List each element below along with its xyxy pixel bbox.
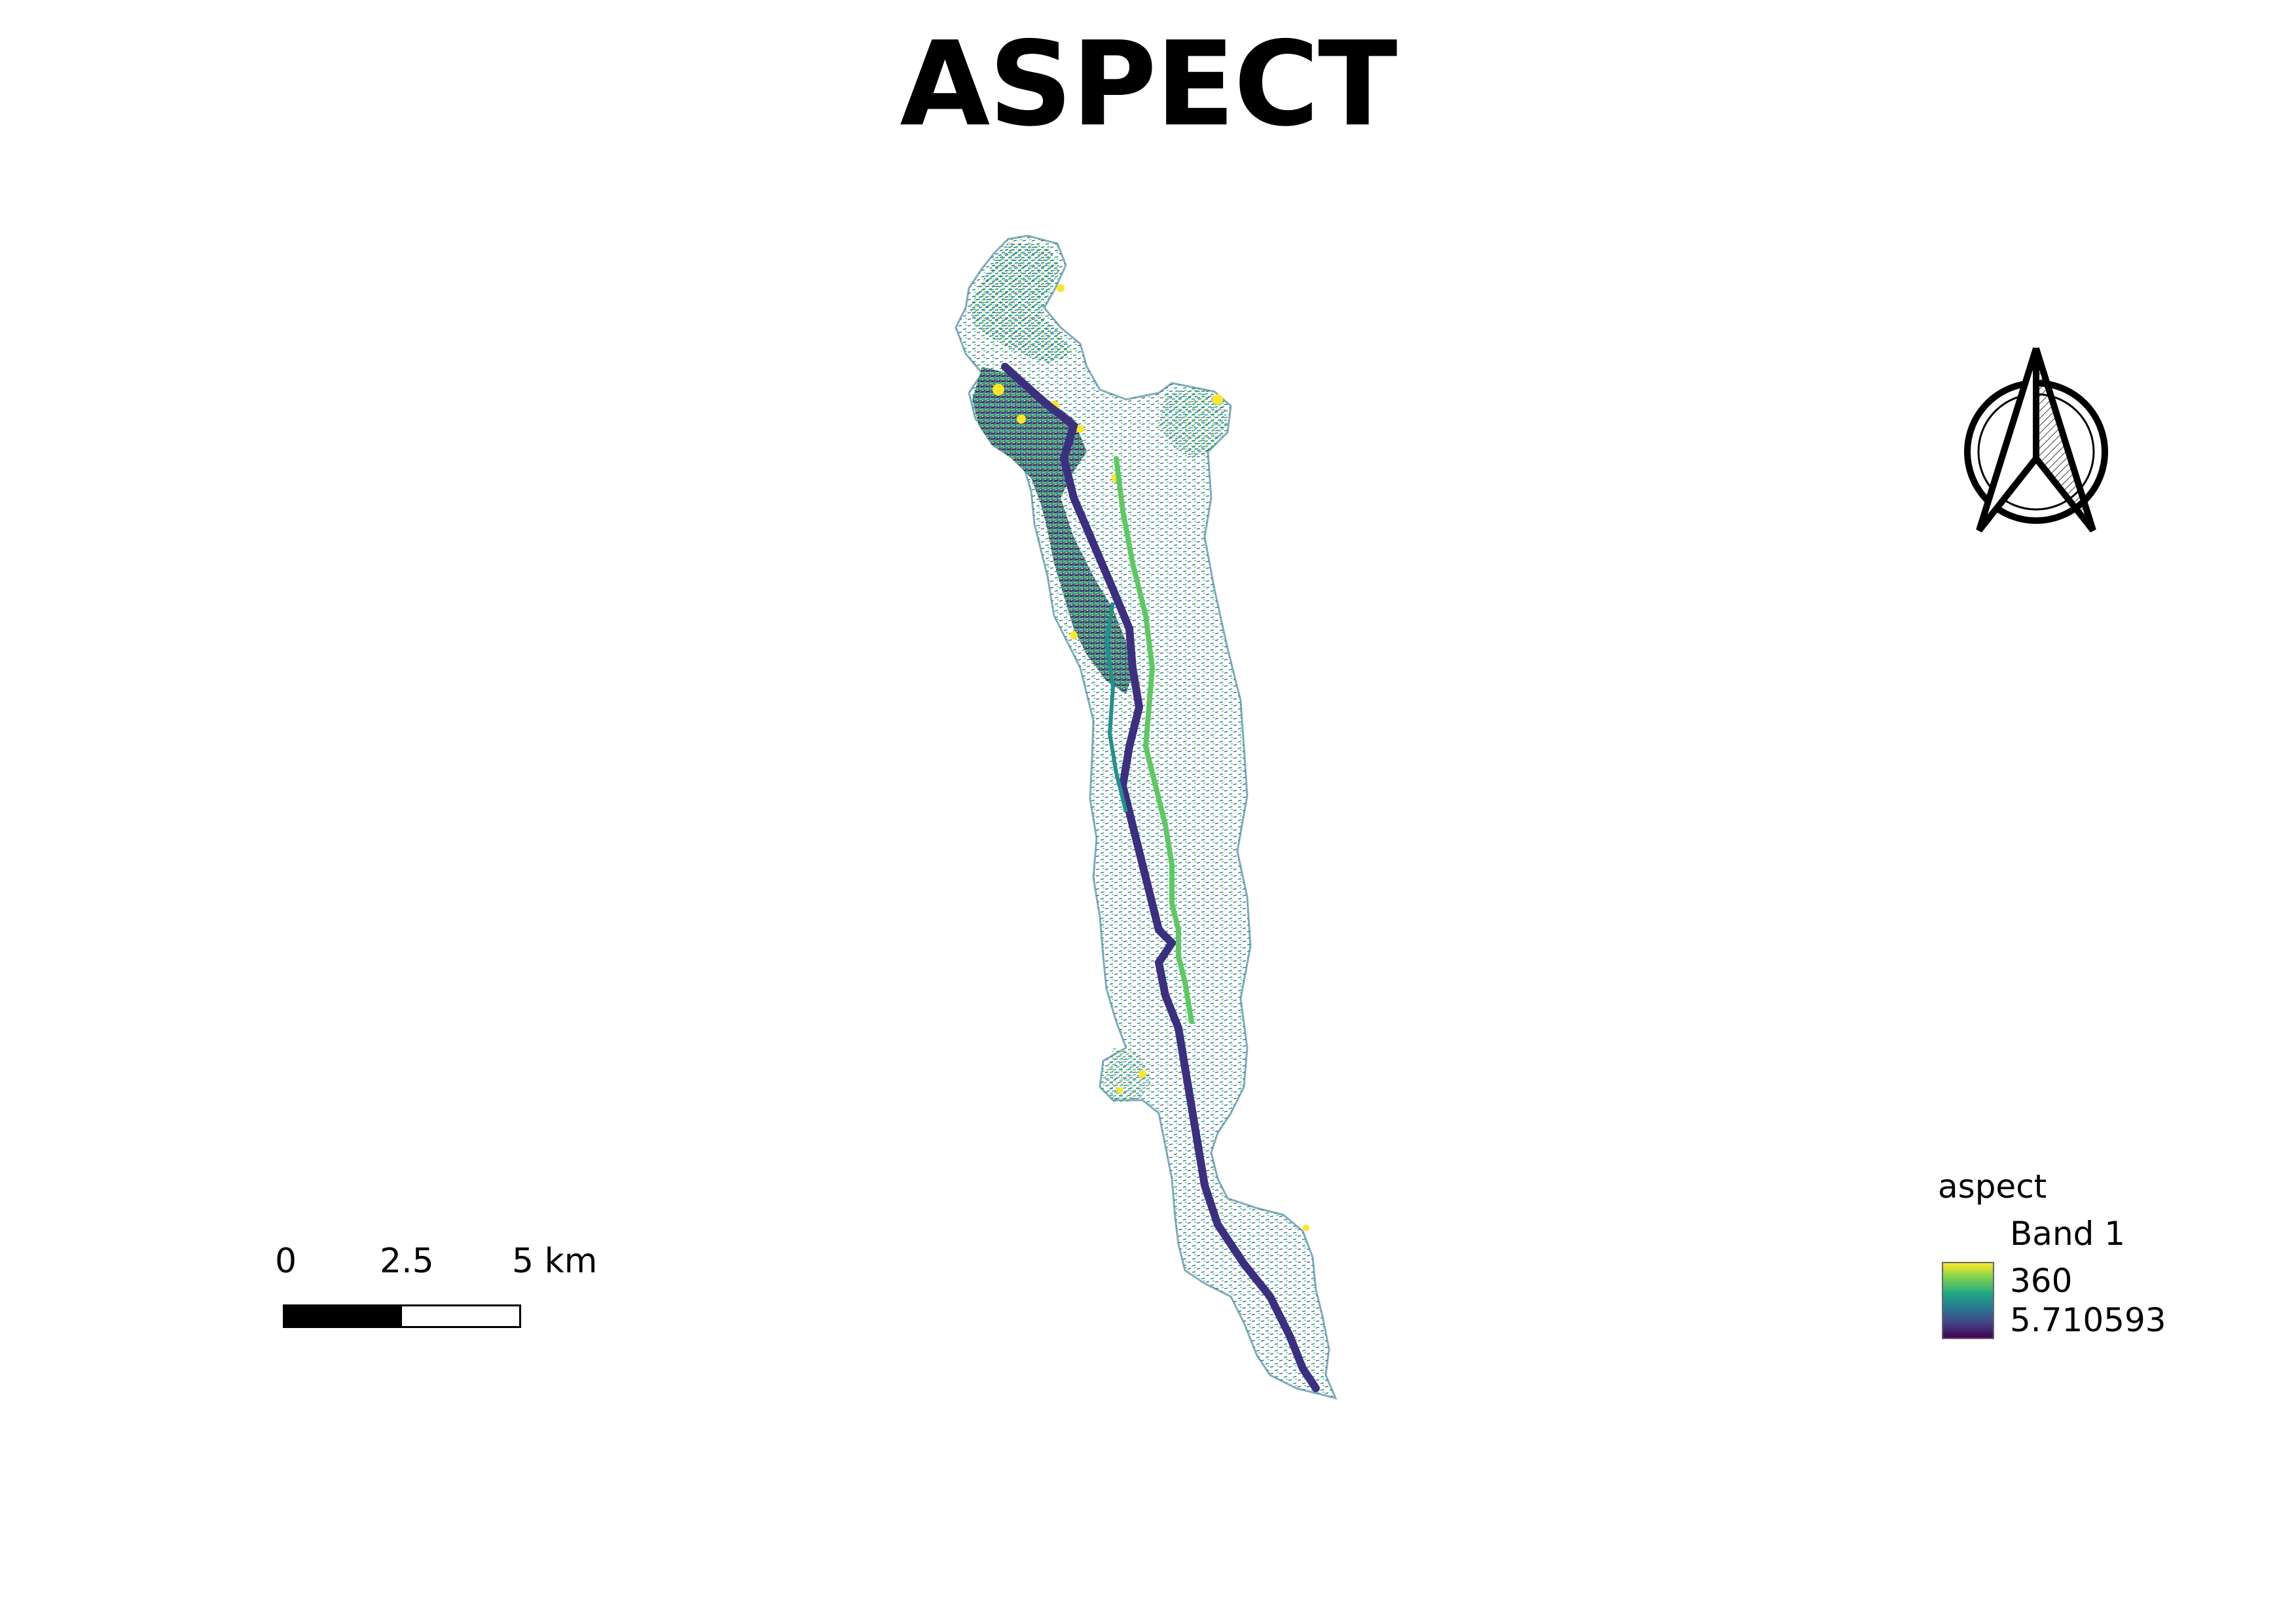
secondary-channel [1104,602,1128,813]
legend: aspect Band 1 360 5.710593 [1938,1169,2213,1365]
map-title: ASPECT [900,16,1397,152]
northern-slope [969,242,1074,363]
scale-bar-track [283,1304,521,1328]
eastern-slope [1159,388,1228,458]
green-terrace-line [1114,456,1194,1024]
scale-bar-filled-segment [285,1306,402,1326]
southern-lobe [1103,1048,1152,1103]
legend-layer-name: aspect [1938,1168,2047,1206]
scale-label-mid: 2.5 [380,1242,434,1281]
legend-min-value: 5.710593 [2010,1301,2166,1339]
legend-color-ramp [1942,1262,1994,1339]
scale-bar: 0 2.5 5 km [262,1244,602,1336]
scale-label-end: 5 km [512,1242,598,1281]
river-channel [1001,363,1320,1392]
north-arrow-icon [1964,347,2108,533]
legend-max-value: 360 [2010,1262,2073,1300]
legend-band-label: Band 1 [2010,1215,2126,1253]
scale-label-start: 0 [275,1242,297,1281]
western-slope [972,367,1133,694]
